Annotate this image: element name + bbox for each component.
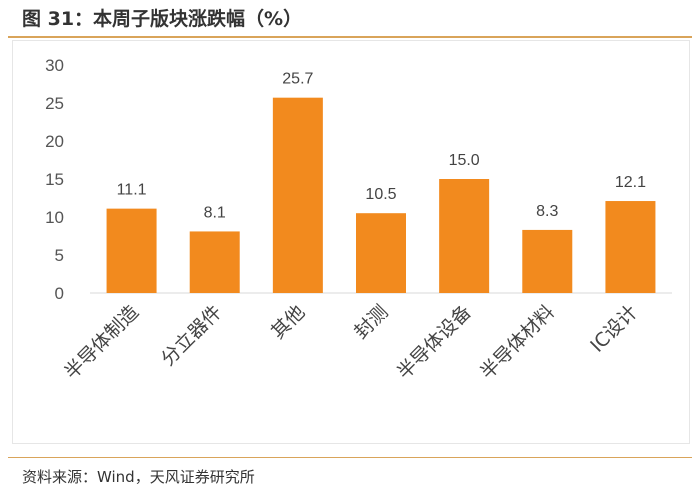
bar <box>605 201 656 293</box>
bar <box>106 208 157 293</box>
x-tick-label: 半导体材料 <box>476 301 559 384</box>
y-tick-label: 10 <box>45 208 64 227</box>
x-tick-label: 封测 <box>350 301 392 343</box>
x-tick-label: 半导体制造 <box>60 301 143 384</box>
source-divider <box>8 457 692 458</box>
x-tick-label: IC设计 <box>586 301 642 357</box>
chart-frame <box>12 40 690 444</box>
data-label: 15.0 <box>449 152 480 169</box>
bar <box>439 179 490 293</box>
y-tick-label: 20 <box>45 132 64 151</box>
bar <box>522 229 573 293</box>
x-tick-label: 半导体设备 <box>393 301 476 384</box>
bar <box>356 213 406 293</box>
data-label: 11.1 <box>117 182 147 199</box>
data-label: 8.3 <box>536 203 558 220</box>
y-tick-label: 5 <box>55 246 64 265</box>
y-tick-label: 25 <box>45 94 64 113</box>
bar <box>272 97 323 294</box>
y-tick-label: 0 <box>55 284 64 303</box>
y-tick-label: 15 <box>45 170 64 189</box>
y-tick-label: 30 <box>45 56 64 75</box>
data-label: 12.1 <box>615 174 646 191</box>
data-label: 10.5 <box>365 186 396 203</box>
source-note: 资料来源：Wind，天风证券研究所 <box>22 468 255 486</box>
bar <box>189 231 240 293</box>
title-divider <box>8 36 692 38</box>
x-tick-label: 分立器件 <box>157 301 226 370</box>
data-label: 8.1 <box>204 204 226 221</box>
data-label: 25.7 <box>282 71 313 88</box>
x-tick-label: 其他 <box>267 301 309 343</box>
figure-title: 图 31：本周子版块涨跌幅（%） <box>22 8 303 30</box>
